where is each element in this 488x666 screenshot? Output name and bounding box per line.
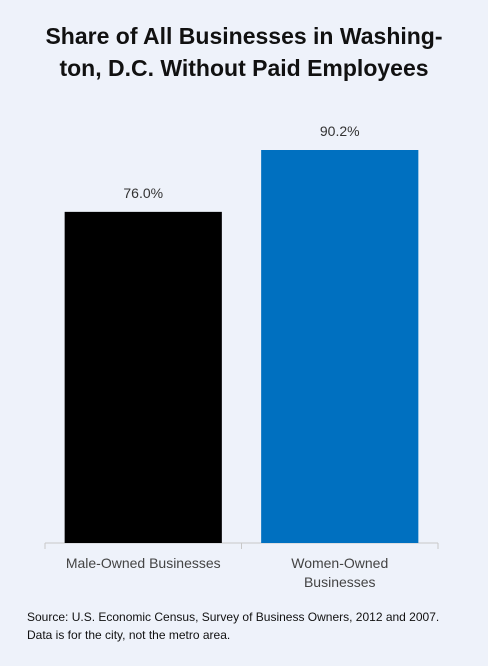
value-label: 90.2% xyxy=(320,123,360,139)
title-line: Share of All Businesses in Washing- xyxy=(45,23,443,49)
bar xyxy=(64,211,222,543)
chart-title: Share of All Businesses in Washing- ton,… xyxy=(10,20,478,84)
source-note: Source: U.S. Economic Census, Survey of … xyxy=(27,610,440,642)
x-tick-label: Women-Owned Businesses xyxy=(291,555,389,590)
chart: 76.0% 90.2% xyxy=(44,123,439,549)
bar xyxy=(261,150,419,543)
value-label: 76.0% xyxy=(123,185,163,201)
x-tick-label: Male-Owned Businesses xyxy=(65,555,221,571)
title-line: ton, D.C. Without Paid Employees xyxy=(59,55,429,81)
